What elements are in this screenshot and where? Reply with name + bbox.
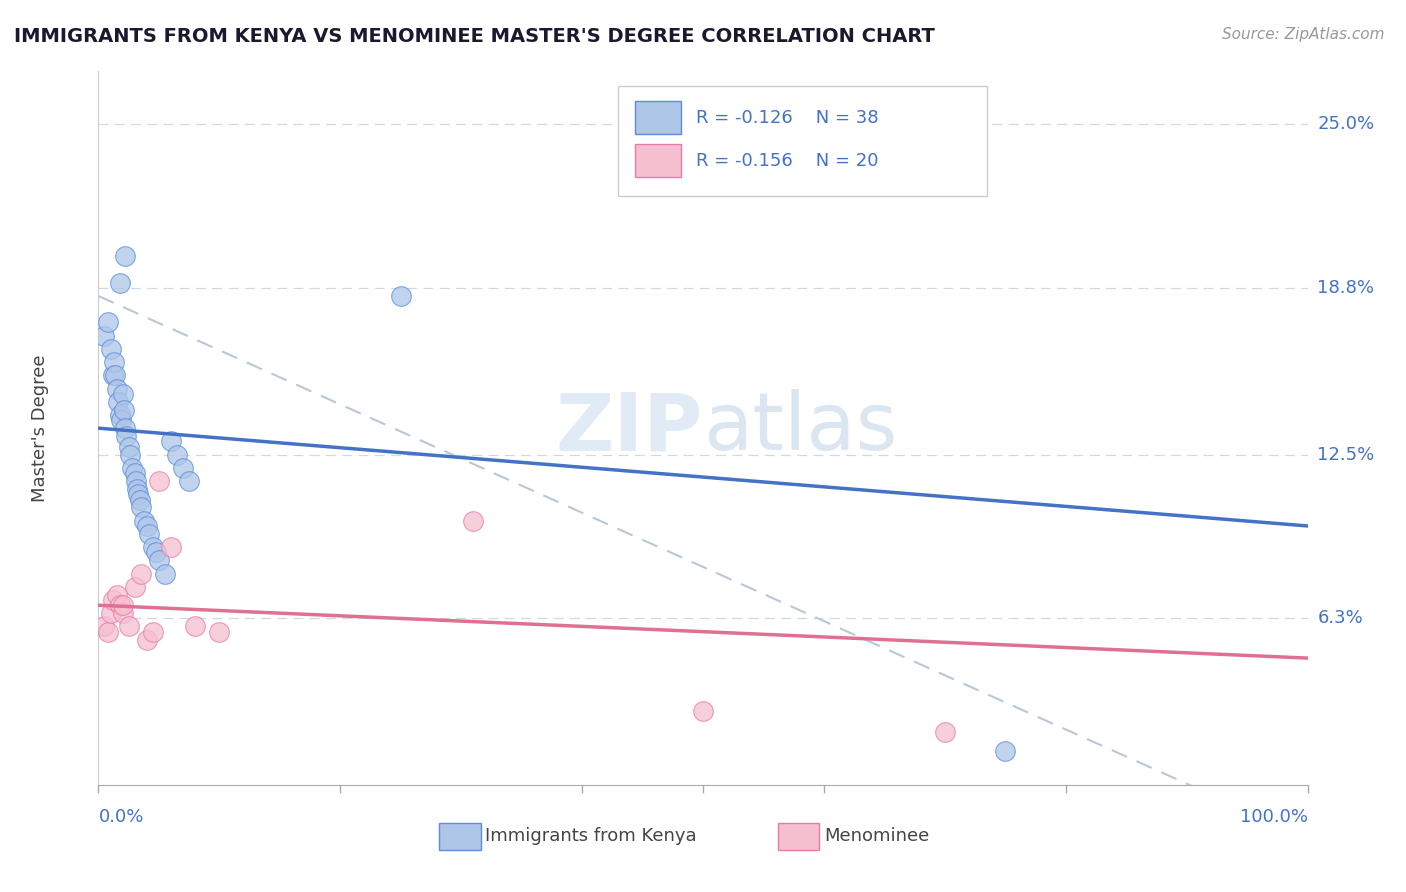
- Point: [118, 448, 141, 462]
- Point: [145, 545, 167, 559]
- Point: [93, 328, 115, 343]
- Point: [148, 474, 170, 488]
- Point: [121, 460, 143, 475]
- Point: [110, 413, 132, 427]
- FancyBboxPatch shape: [440, 822, 481, 850]
- Point: [124, 580, 146, 594]
- Point: [134, 514, 156, 528]
- Point: [93, 619, 115, 633]
- Point: [118, 440, 141, 454]
- Text: 0.0%: 0.0%: [98, 808, 143, 826]
- Point: [105, 588, 128, 602]
- Point: [101, 593, 124, 607]
- Text: R = -0.126    N = 38: R = -0.126 N = 38: [696, 109, 879, 127]
- Point: [138, 527, 160, 541]
- FancyBboxPatch shape: [619, 86, 987, 196]
- Text: 12.5%: 12.5%: [1317, 446, 1375, 464]
- Point: [125, 474, 148, 488]
- Point: [108, 599, 131, 613]
- Text: Master's Degree: Master's Degree: [31, 354, 49, 502]
- Point: [115, 429, 138, 443]
- Point: [179, 474, 201, 488]
- Point: [129, 566, 152, 581]
- Point: [135, 632, 157, 647]
- FancyBboxPatch shape: [778, 822, 820, 850]
- Point: [153, 566, 176, 581]
- Text: 6.3%: 6.3%: [1317, 609, 1362, 627]
- Text: IMMIGRANTS FROM KENYA VS MENOMINEE MASTER'S DEGREE CORRELATION CHART: IMMIGRANTS FROM KENYA VS MENOMINEE MASTE…: [14, 27, 935, 45]
- Point: [127, 482, 149, 496]
- Point: [100, 606, 122, 620]
- Text: R = -0.156    N = 20: R = -0.156 N = 20: [696, 152, 879, 169]
- Text: Menominee: Menominee: [824, 828, 929, 846]
- Point: [142, 540, 165, 554]
- Point: [172, 460, 194, 475]
- Point: [160, 540, 183, 554]
- Text: 18.8%: 18.8%: [1317, 279, 1374, 297]
- Point: [142, 624, 165, 639]
- Point: [934, 725, 956, 739]
- Point: [692, 704, 714, 718]
- FancyBboxPatch shape: [636, 145, 682, 177]
- Point: [128, 492, 150, 507]
- FancyBboxPatch shape: [636, 102, 682, 134]
- Point: [111, 386, 134, 401]
- Point: [129, 500, 152, 515]
- Point: [166, 448, 188, 462]
- Point: [389, 289, 412, 303]
- Point: [118, 619, 141, 633]
- Point: [101, 368, 124, 383]
- Text: 25.0%: 25.0%: [1317, 115, 1375, 133]
- Point: [114, 249, 136, 263]
- Point: [103, 355, 125, 369]
- Point: [112, 402, 135, 417]
- Point: [208, 624, 231, 639]
- Point: [100, 342, 122, 356]
- Text: ZIP: ZIP: [555, 389, 703, 467]
- Point: [994, 743, 1017, 757]
- Point: [114, 421, 136, 435]
- Point: [111, 606, 134, 620]
- Point: [135, 519, 157, 533]
- Point: [160, 434, 183, 449]
- Point: [108, 408, 131, 422]
- Point: [148, 553, 170, 567]
- Text: Source: ZipAtlas.com: Source: ZipAtlas.com: [1222, 27, 1385, 42]
- Point: [97, 315, 120, 329]
- Text: 100.0%: 100.0%: [1240, 808, 1308, 826]
- Point: [105, 382, 128, 396]
- Point: [124, 466, 146, 480]
- Point: [111, 599, 134, 613]
- Point: [97, 624, 120, 639]
- Point: [127, 487, 149, 501]
- Point: [108, 276, 131, 290]
- Point: [107, 394, 129, 409]
- Text: Immigrants from Kenya: Immigrants from Kenya: [485, 828, 697, 846]
- Point: [184, 619, 207, 633]
- Text: atlas: atlas: [703, 389, 897, 467]
- Point: [463, 514, 485, 528]
- Point: [104, 368, 127, 383]
